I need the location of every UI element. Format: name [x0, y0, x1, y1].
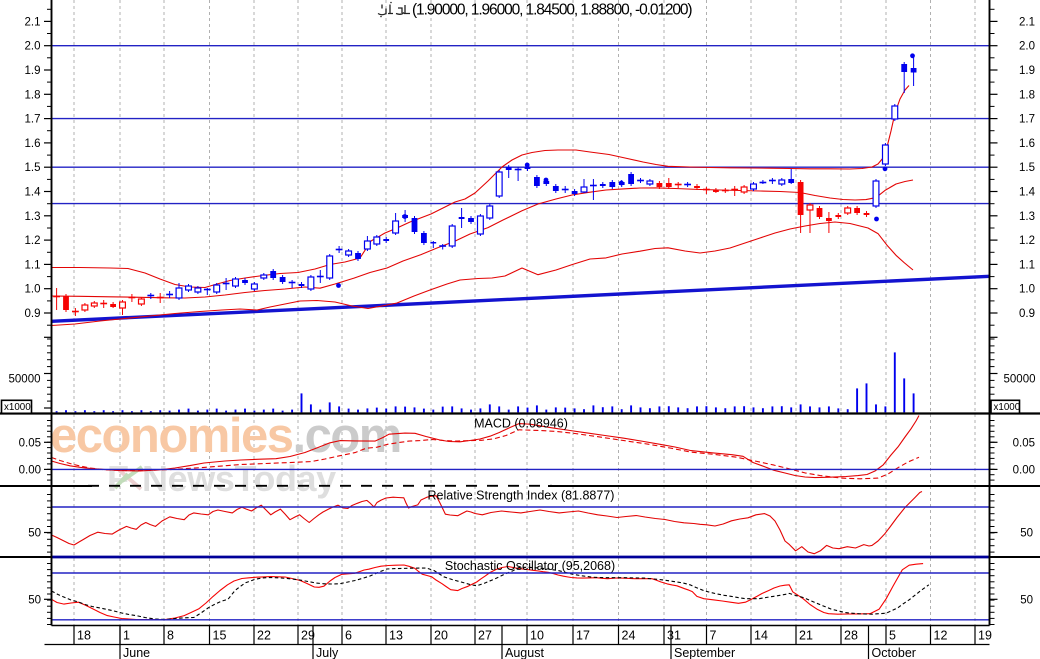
- svg-text:20: 20: [434, 629, 448, 643]
- svg-text:September: September: [674, 646, 735, 659]
- svg-text:27: 27: [478, 629, 492, 643]
- svg-text:50: 50: [1020, 594, 1033, 606]
- svg-text:29: 29: [301, 629, 315, 643]
- svg-text:18: 18: [77, 629, 91, 643]
- svg-text:50: 50: [1020, 528, 1033, 540]
- svg-text:1.6: 1.6: [1019, 138, 1035, 150]
- svg-text:1.0: 1.0: [1019, 284, 1035, 296]
- svg-text:50: 50: [28, 594, 41, 606]
- svg-text:0.9: 0.9: [1019, 308, 1035, 320]
- svg-text:x1000: x1000: [994, 402, 1021, 413]
- svg-text:50000: 50000: [9, 374, 41, 386]
- svg-text:0.00: 0.00: [19, 464, 41, 476]
- svg-text:1.8: 1.8: [1019, 89, 1035, 101]
- svg-text:2.0: 2.0: [25, 41, 41, 53]
- svg-text:(1.90000, 1.96000, 1.84500, 1.: (1.90000, 1.96000, 1.84500, 1.88800, -0.…: [412, 2, 692, 19]
- svg-text:50000: 50000: [1004, 374, 1036, 386]
- svg-text:22: 22: [257, 629, 271, 643]
- svg-text:0.05: 0.05: [19, 437, 41, 449]
- svg-text:6: 6: [345, 629, 352, 643]
- svg-text:1.8: 1.8: [25, 89, 41, 101]
- svg-text:17: 17: [576, 629, 590, 643]
- svg-text:8: 8: [167, 629, 174, 643]
- svg-text:2.1: 2.1: [25, 16, 41, 28]
- svg-text:economies.com: economies.com: [50, 409, 401, 463]
- svg-text:1.9: 1.9: [25, 65, 41, 77]
- svg-text:1.4: 1.4: [25, 187, 42, 199]
- svg-text:5: 5: [889, 629, 896, 643]
- svg-text:1: 1: [123, 629, 130, 643]
- svg-text:2.0: 2.0: [1019, 41, 1035, 53]
- svg-text:1.3: 1.3: [1019, 211, 1035, 223]
- svg-text:August: August: [505, 646, 544, 659]
- svg-text:24: 24: [622, 629, 636, 643]
- svg-text:10: 10: [530, 629, 544, 643]
- svg-text:1.7: 1.7: [1019, 114, 1035, 126]
- svg-text:28: 28: [844, 629, 858, 643]
- svg-text:13: 13: [389, 629, 403, 643]
- svg-text:MACD (0.08946): MACD (0.08946): [474, 417, 568, 431]
- svg-text:1.5: 1.5: [1019, 162, 1035, 174]
- svg-text:15: 15: [213, 629, 227, 643]
- svg-text:1.1: 1.1: [1019, 259, 1035, 271]
- svg-text:1.7: 1.7: [25, 114, 41, 126]
- svg-text:1.2: 1.2: [25, 235, 41, 247]
- svg-text:0.05: 0.05: [1013, 437, 1035, 449]
- svg-text:October: October: [872, 646, 916, 659]
- svg-text:F: F: [107, 458, 129, 499]
- svg-text:Stochastic Oscillator (95,2068: Stochastic Oscillator (95,2068): [445, 559, 615, 573]
- svg-text:1.1: 1.1: [25, 259, 41, 271]
- svg-text:0.9: 0.9: [25, 308, 41, 320]
- svg-text:1.6: 1.6: [25, 138, 41, 150]
- svg-text:50: 50: [28, 528, 41, 540]
- svg-text:1.2: 1.2: [1019, 235, 1035, 247]
- svg-text:1.9: 1.9: [1019, 65, 1035, 77]
- svg-text:1.3: 1.3: [25, 211, 41, 223]
- svg-text:7: 7: [710, 629, 717, 643]
- svg-text:14: 14: [754, 629, 768, 643]
- svg-text:NewsToday: NewsToday: [142, 458, 336, 499]
- svg-text:21: 21: [799, 629, 813, 643]
- svg-text:x1000: x1000: [4, 402, 31, 413]
- svg-text:1.0: 1.0: [25, 284, 41, 296]
- svg-text:19: 19: [978, 629, 992, 643]
- svg-text:Relative Strength Index (81.88: Relative Strength Index (81.8877): [428, 489, 615, 503]
- svg-text:12: 12: [934, 629, 948, 643]
- svg-text:2.1: 2.1: [1019, 16, 1035, 28]
- svg-text:1.4: 1.4: [1019, 187, 1036, 199]
- svg-text:31: 31: [667, 629, 681, 643]
- svg-text:June: June: [123, 646, 150, 659]
- svg-text:July: July: [316, 646, 339, 659]
- svg-text:1.5: 1.5: [25, 162, 41, 174]
- svg-text:0.00: 0.00: [1013, 464, 1035, 476]
